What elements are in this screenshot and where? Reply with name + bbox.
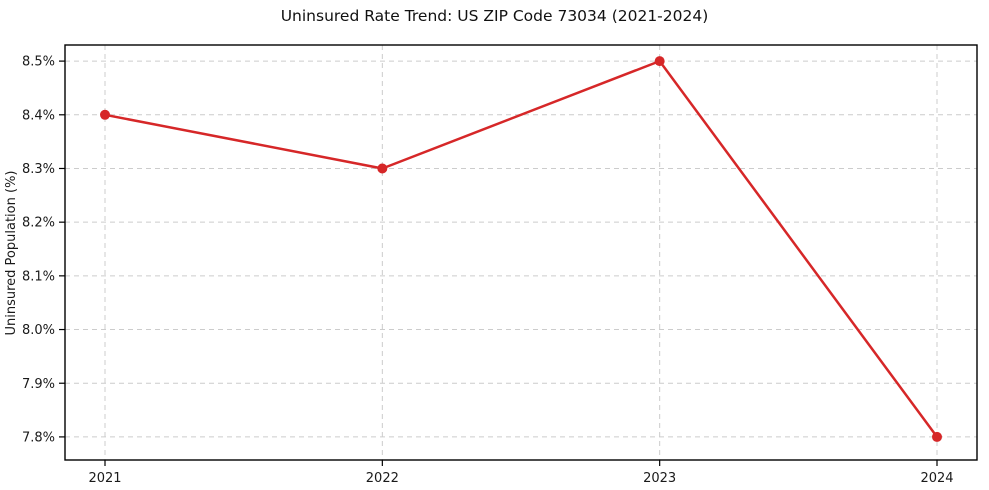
y-tick-label: 8.5%: [22, 55, 55, 70]
data-point-marker: [377, 163, 388, 174]
plot-area-background: [65, 45, 977, 460]
y-tick-label: 8.4%: [22, 108, 55, 123]
y-tick-label: 7.8%: [22, 430, 55, 445]
y-tick-label: 8.2%: [22, 216, 55, 231]
chart-title: Uninsured Rate Trend: US ZIP Code 73034 …: [280, 7, 709, 25]
trend-line: [103, 59, 939, 439]
x-tick-label: 2021: [88, 471, 121, 486]
plot-frame: [64, 44, 978, 461]
x-tick-label: 2023: [643, 471, 676, 486]
data-point-marker: [654, 56, 665, 67]
x-tick-label: 2022: [366, 471, 399, 486]
x-tick-label: 2024: [920, 471, 953, 486]
y-tick-label: 8.0%: [22, 323, 55, 338]
data-point-marker: [100, 109, 110, 120]
y-tick-label: 8.1%: [22, 269, 55, 284]
y-tick-label: 7.9%: [22, 377, 55, 392]
data-point-marker: [932, 431, 942, 442]
y-tick-label: 8.3%: [22, 162, 55, 177]
